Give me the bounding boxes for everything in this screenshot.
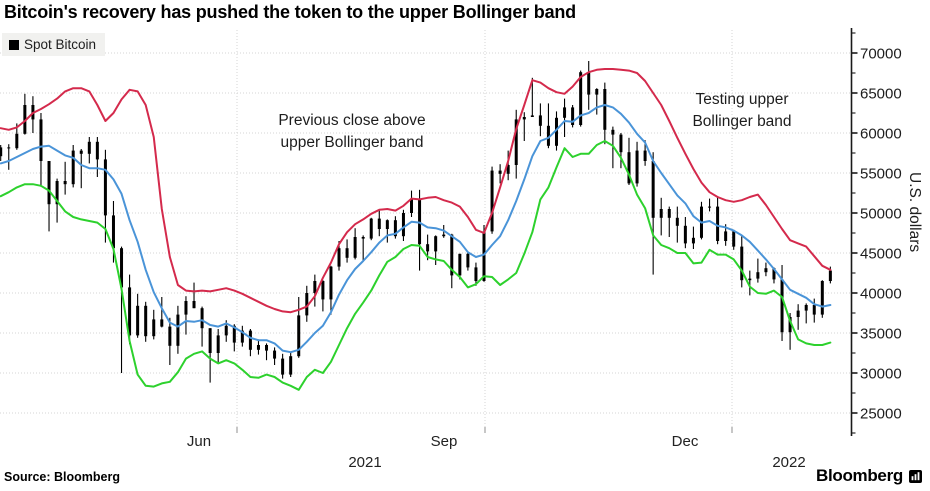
- y-tick-label: 50000: [860, 206, 902, 223]
- upper-band-line: [0, 68, 832, 314]
- middle-band-line: [0, 104, 832, 354]
- page-title: Bitcoin's recovery has pushed the token …: [4, 2, 576, 22]
- bloomberg-logo: Bloomberg: [816, 466, 922, 486]
- y-axis-title: U.S. dollars: [906, 172, 923, 253]
- month-tick-label: Jun: [187, 433, 211, 450]
- annotation-testing-upper: Testing upper Bollinger band: [692, 91, 792, 130]
- y-tick-label: 65000: [860, 86, 902, 103]
- y-tick-label: 60000: [860, 126, 902, 143]
- y-tick-label: 40000: [860, 286, 902, 303]
- y-tick-label: 55000: [860, 166, 902, 183]
- y-axis-ticks: [851, 32, 858, 434]
- legend-swatch-icon: [9, 39, 19, 50]
- y-tick-label: 25000: [860, 406, 902, 423]
- source-note: Source: Bloomberg: [4, 470, 120, 484]
- y-tick-label: 35000: [860, 326, 902, 343]
- lower-band-line: [0, 140, 832, 391]
- legend-label: Spot Bitcoin: [24, 37, 97, 52]
- month-tick-label: Dec: [672, 433, 699, 450]
- bloomberg-media-icon: [909, 469, 922, 483]
- year-tick-label: 2022: [772, 454, 805, 471]
- month-tick-label: Sep: [431, 433, 458, 450]
- annotation-previous-close: Previous close above upper Bollinger ban…: [278, 112, 426, 151]
- bloomberg-wordmark: Bloomberg: [815, 466, 903, 485]
- y-tick-label: 45000: [860, 246, 902, 263]
- year-tick-label: 2021: [348, 454, 381, 471]
- legend: Spot Bitcoin: [2, 33, 106, 56]
- y-tick-label: 70000: [860, 46, 902, 63]
- y-tick-label: 30000: [860, 366, 902, 383]
